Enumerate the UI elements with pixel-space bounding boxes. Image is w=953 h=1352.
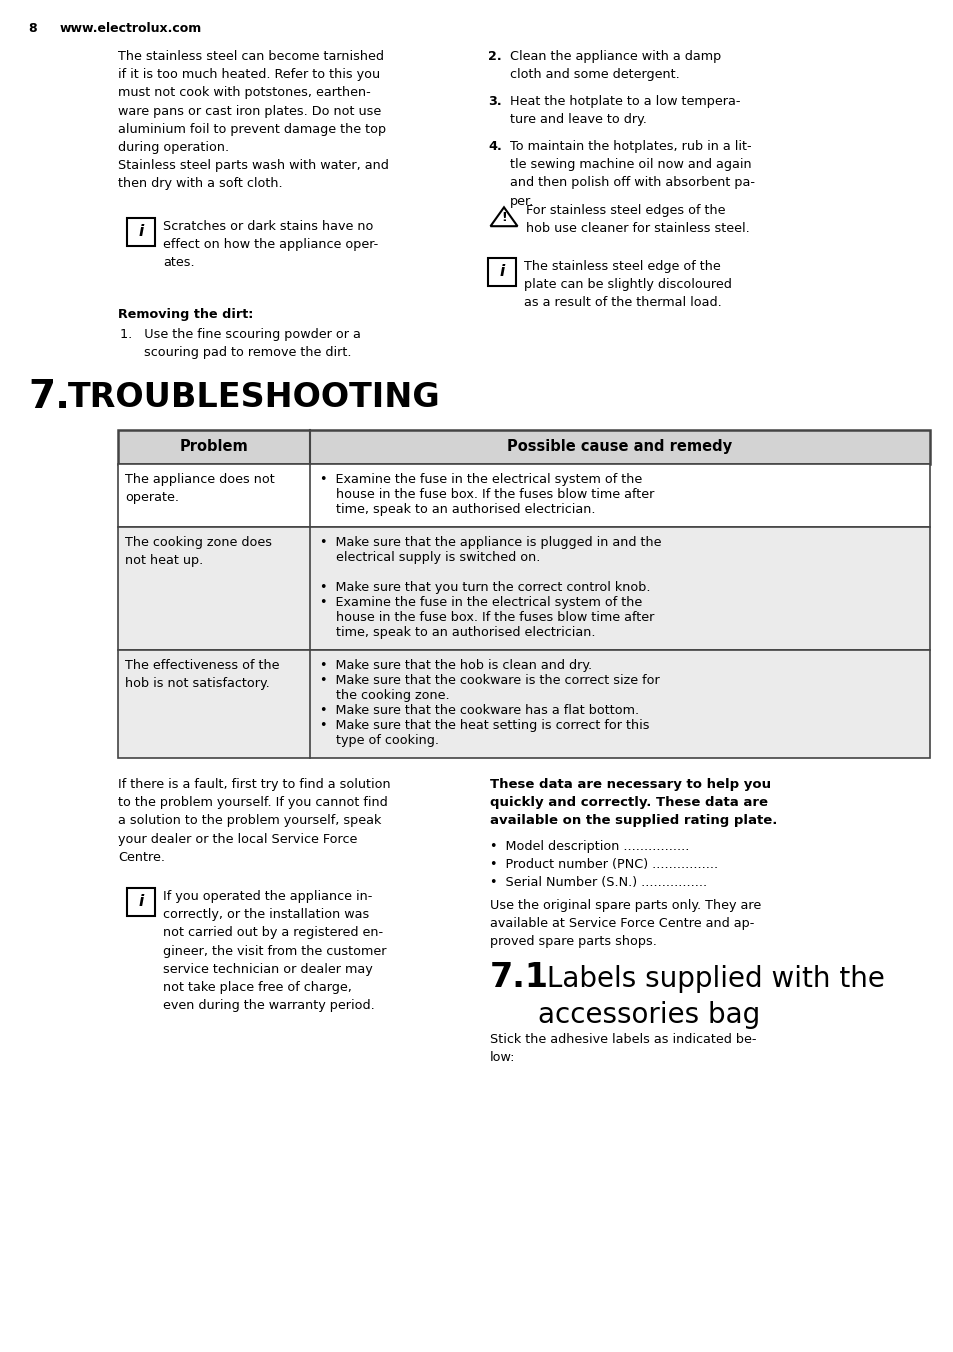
Text: 4.: 4. — [488, 141, 501, 153]
Bar — [118, 430, 929, 464]
Text: electrical supply is switched on.: electrical supply is switched on. — [319, 552, 539, 564]
Text: Heat the hotplate to a low tempera-
ture and leave to dry.: Heat the hotplate to a low tempera- ture… — [510, 95, 740, 126]
Bar — [127, 218, 154, 246]
Text: The effectiveness of the
hob is not satisfactory.: The effectiveness of the hob is not sati… — [125, 658, 279, 691]
Text: TROUBLESHOOTING: TROUBLESHOOTING — [68, 381, 440, 414]
Text: •  Model description ................: • Model description ................ — [490, 840, 689, 853]
Text: 7.1: 7.1 — [490, 961, 548, 994]
Text: house in the fuse box. If the fuses blow time after: house in the fuse box. If the fuses blow… — [319, 488, 654, 502]
Text: The stainless steel can become tarnished
if it is too much heated. Refer to this: The stainless steel can become tarnished… — [118, 50, 389, 191]
Text: i: i — [498, 264, 504, 279]
Text: Use the original spare parts only. They are
available at Service Force Centre an: Use the original spare parts only. They … — [490, 899, 760, 948]
Text: •  Examine the fuse in the electrical system of the: • Examine the fuse in the electrical sys… — [319, 596, 641, 608]
Text: type of cooking.: type of cooking. — [319, 734, 438, 748]
Text: If you operated the appliance in-
correctly, or the installation was
not carried: If you operated the appliance in- correc… — [163, 890, 386, 1013]
Text: time, speak to an authorised electrician.: time, speak to an authorised electrician… — [319, 626, 595, 639]
Text: The appliance does not
operate.: The appliance does not operate. — [125, 473, 274, 504]
Text: 7.: 7. — [28, 379, 70, 416]
Text: If there is a fault, first try to find a solution
to the problem yourself. If yo: If there is a fault, first try to find a… — [118, 777, 390, 864]
Bar — [488, 258, 516, 287]
Text: Clean the appliance with a damp
cloth and some detergent.: Clean the appliance with a damp cloth an… — [510, 50, 720, 81]
Text: www.electrolux.com: www.electrolux.com — [60, 22, 202, 35]
Text: Stick the adhesive labels as indicated be-
low:: Stick the adhesive labels as indicated b… — [490, 1033, 756, 1064]
Text: •  Serial Number (S.N.) ................: • Serial Number (S.N.) ................ — [490, 876, 706, 890]
Text: Labels supplied with the
accessories bag: Labels supplied with the accessories bag — [537, 965, 884, 1029]
Text: 8: 8 — [28, 22, 36, 35]
Text: the cooking zone.: the cooking zone. — [319, 690, 449, 702]
Text: To maintain the hotplates, rub in a lit-
tle sewing machine oil now and again
an: To maintain the hotplates, rub in a lit-… — [510, 141, 754, 208]
Text: •  Make sure that the hob is clean and dry.: • Make sure that the hob is clean and dr… — [319, 658, 592, 672]
Text: Problem: Problem — [179, 439, 248, 454]
Text: •  Make sure that the cookware has a flat bottom.: • Make sure that the cookware has a flat… — [319, 704, 639, 717]
Text: Scratches or dark stains have no
effect on how the appliance oper-
ates.: Scratches or dark stains have no effect … — [163, 220, 377, 269]
Bar — [127, 888, 154, 917]
Text: •  Examine the fuse in the electrical system of the: • Examine the fuse in the electrical sys… — [319, 473, 641, 485]
Text: •  Product number (PNC) ................: • Product number (PNC) ................ — [490, 859, 718, 871]
Text: house in the fuse box. If the fuses blow time after: house in the fuse box. If the fuses blow… — [319, 611, 654, 625]
Text: i: i — [138, 894, 144, 909]
Text: !: ! — [500, 211, 506, 224]
Text: 2.: 2. — [488, 50, 501, 64]
Text: Possible cause and remedy: Possible cause and remedy — [507, 439, 732, 454]
Text: •  Make sure that the appliance is plugged in and the: • Make sure that the appliance is plugge… — [319, 535, 660, 549]
Text: These data are necessary to help you
quickly and correctly. These data are
avail: These data are necessary to help you qui… — [490, 777, 777, 827]
Text: •  Make sure that the heat setting is correct for this: • Make sure that the heat setting is cor… — [319, 719, 649, 731]
Text: Removing the dirt:: Removing the dirt: — [118, 308, 253, 320]
Text: time, speak to an authorised electrician.: time, speak to an authorised electrician… — [319, 503, 595, 516]
Text: For stainless steel edges of the
hob use cleaner for stainless steel.: For stainless steel edges of the hob use… — [525, 204, 749, 235]
Text: The stainless steel edge of the
plate can be slightly discoloured
as a result of: The stainless steel edge of the plate ca… — [523, 260, 731, 310]
Text: i: i — [138, 224, 144, 239]
Text: 3.: 3. — [488, 95, 501, 108]
Bar — [118, 650, 929, 758]
Text: 1.   Use the fine scouring powder or a
      scouring pad to remove the dirt.: 1. Use the fine scouring powder or a sco… — [120, 329, 360, 360]
Text: The cooking zone does
not heat up.: The cooking zone does not heat up. — [125, 535, 272, 568]
Bar — [118, 464, 929, 527]
Bar — [118, 527, 929, 650]
Polygon shape — [490, 207, 517, 226]
Text: •  Make sure that you turn the correct control knob.: • Make sure that you turn the correct co… — [319, 581, 650, 594]
Text: •  Make sure that the cookware is the correct size for: • Make sure that the cookware is the cor… — [319, 675, 659, 687]
